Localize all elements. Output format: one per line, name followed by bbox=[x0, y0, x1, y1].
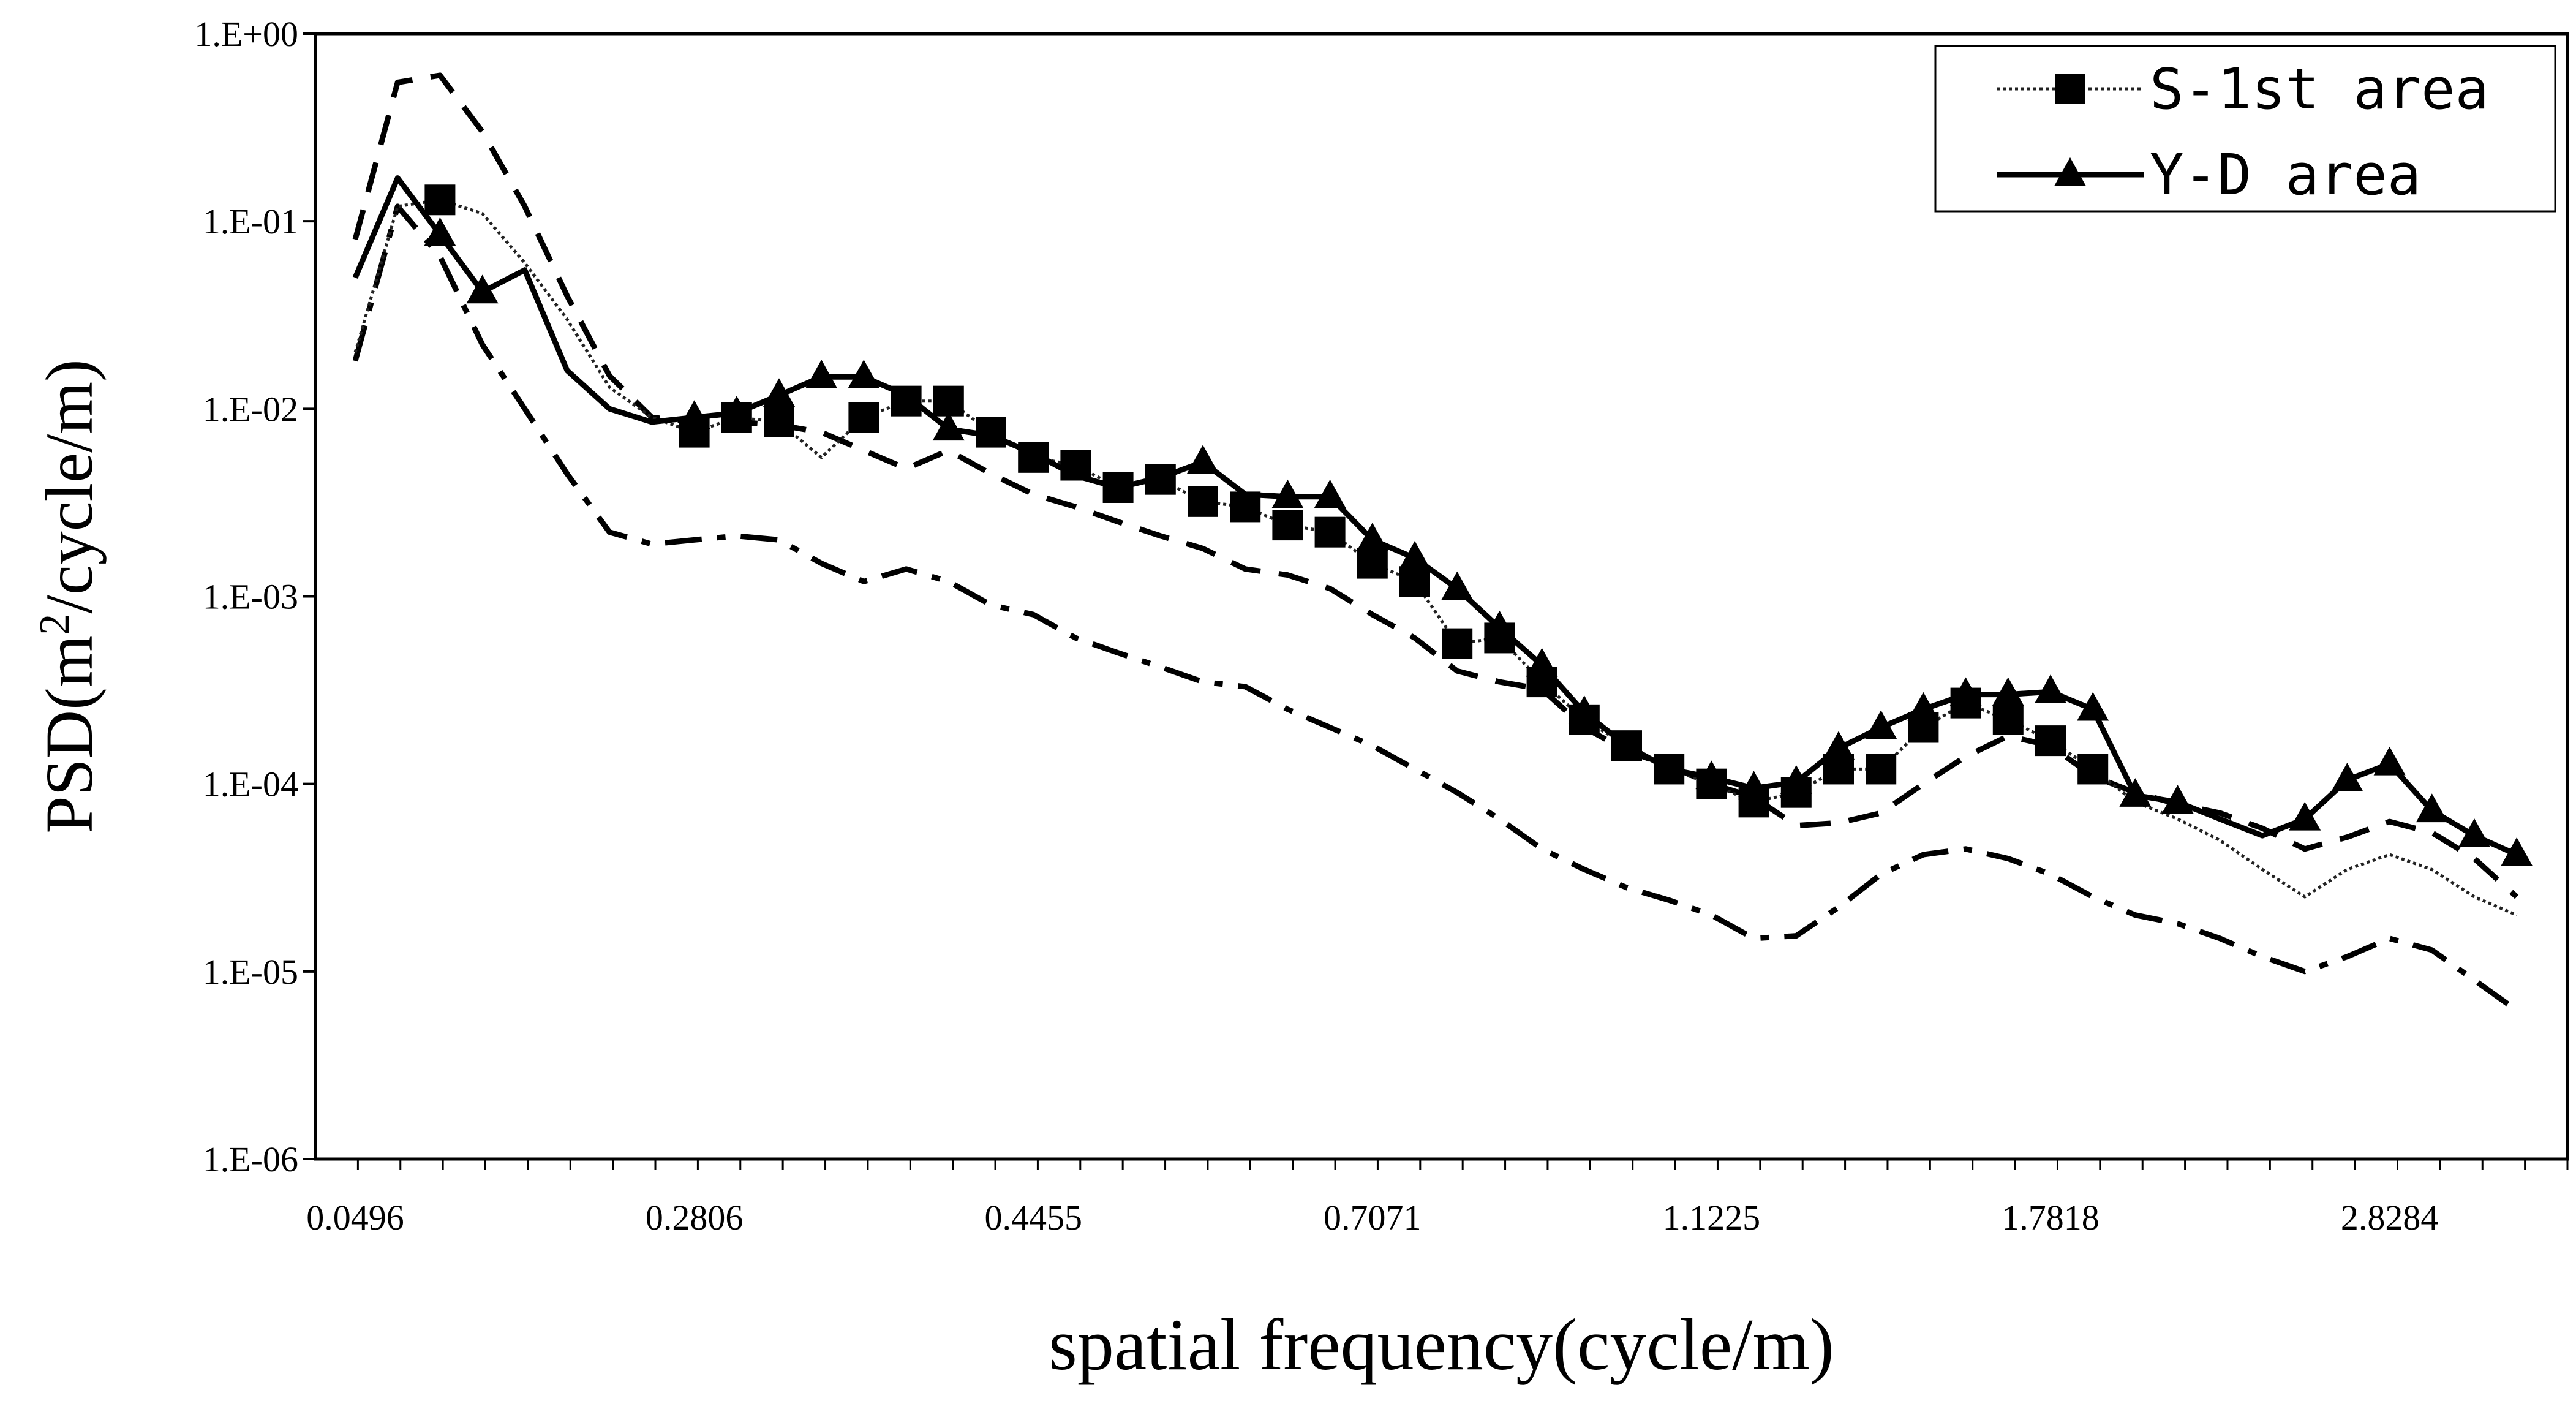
data-point bbox=[1441, 571, 1474, 600]
data-point bbox=[1483, 610, 1516, 640]
data-point bbox=[720, 396, 753, 425]
y-axis-title: PSD(m2/cycle/m) bbox=[31, 359, 107, 833]
y-axis-title-suffix: /cycle/m) bbox=[32, 359, 107, 613]
series-layer bbox=[352, 72, 2533, 1013]
data-point bbox=[2458, 818, 2490, 847]
data-point bbox=[1907, 692, 1940, 721]
legend-label: S-1st area bbox=[2150, 56, 2489, 122]
y-tick-label: 1.E-02 bbox=[203, 389, 298, 429]
data-point bbox=[848, 402, 879, 433]
y-tick-label: 1.E-04 bbox=[203, 765, 298, 804]
data-point bbox=[1188, 486, 1218, 517]
data-point bbox=[2331, 763, 2363, 791]
legend-marker bbox=[2054, 157, 2086, 186]
data-point bbox=[764, 406, 794, 437]
y-axis-title-sup: 2 bbox=[31, 614, 78, 635]
data-point bbox=[932, 412, 965, 441]
data-point bbox=[1738, 771, 1770, 800]
data-point bbox=[1865, 710, 1897, 739]
x-axis-title: spatial frequency(cycle/m) bbox=[1049, 1304, 1834, 1385]
data-point bbox=[2289, 801, 2321, 831]
data-point bbox=[1568, 695, 1600, 724]
x-tick-label: 0.0496 bbox=[306, 1198, 404, 1237]
y-tick-label: 1.E-03 bbox=[203, 577, 298, 617]
data-point bbox=[1992, 704, 2024, 735]
x-tick-label: 2.8284 bbox=[2341, 1198, 2439, 1237]
data-point bbox=[1314, 516, 1346, 548]
data-point bbox=[1272, 510, 1303, 541]
x-tick-label: 0.4455 bbox=[984, 1198, 1082, 1237]
data-point bbox=[2119, 778, 2152, 807]
x-tick-label: 0.2806 bbox=[646, 1198, 744, 1237]
data-point bbox=[1314, 479, 1346, 508]
data-point bbox=[2373, 746, 2406, 776]
data-point bbox=[1399, 540, 1431, 570]
series-line bbox=[352, 203, 2518, 1013]
series-line bbox=[352, 175, 2518, 858]
legend-box bbox=[1934, 45, 2556, 213]
x-tick-label: 1.7818 bbox=[2002, 1198, 2100, 1237]
data-point bbox=[1271, 479, 1304, 508]
data-point bbox=[848, 360, 880, 388]
data-point bbox=[1695, 760, 1728, 790]
data-point bbox=[1780, 765, 1812, 794]
x-tick-label: 0.7071 bbox=[1324, 1198, 1422, 1237]
y-tick-label: 1.E+00 bbox=[194, 14, 298, 54]
x-axis-ticks: 0.0496 0.2806 0.4455 0.7071 1.1225 1.7818 2.82… bbox=[306, 1159, 2569, 1237]
data-point bbox=[933, 385, 964, 417]
data-point bbox=[1526, 648, 1558, 677]
series-line bbox=[353, 198, 2518, 916]
x-tick-label: 1.1225 bbox=[1663, 1198, 1761, 1237]
data-point bbox=[1949, 677, 1982, 706]
legend: S-1st area Y-D area bbox=[1934, 45, 2556, 213]
data-point bbox=[2077, 754, 2109, 785]
legend-label: Y-D area bbox=[2150, 142, 2421, 208]
y-tick-label: 1.E-05 bbox=[203, 952, 298, 992]
data-point bbox=[1357, 548, 1388, 579]
data-point bbox=[2416, 793, 2448, 823]
data-point bbox=[424, 184, 456, 216]
y-tick-label: 1.E-01 bbox=[203, 202, 298, 241]
data-point bbox=[763, 378, 795, 407]
series-y-d-area bbox=[352, 175, 2533, 866]
data-point bbox=[424, 217, 456, 246]
y-axis-title-prefix: PSD(m bbox=[32, 635, 107, 834]
data-point bbox=[2161, 785, 2194, 814]
data-point bbox=[1356, 523, 1388, 552]
data-point bbox=[2035, 725, 2066, 757]
data-point bbox=[466, 274, 499, 304]
legend-marker bbox=[2055, 74, 2085, 104]
data-point bbox=[1187, 445, 1219, 474]
data-point bbox=[678, 400, 710, 429]
data-point bbox=[2501, 837, 2533, 866]
data-point bbox=[805, 360, 838, 388]
series-series-4 bbox=[352, 203, 2518, 1013]
data-point bbox=[1399, 566, 1430, 597]
y-axis-ticks: 1.E+00 1.E-01 1.E-02 1.E-03 1.E-04 1.E-05 1.E-… bbox=[194, 14, 315, 1179]
data-point bbox=[2035, 674, 2066, 703]
data-point bbox=[1992, 677, 2024, 706]
data-point bbox=[2077, 692, 2109, 721]
y-tick-label: 1.E-06 bbox=[203, 1139, 298, 1179]
data-point bbox=[1823, 731, 1855, 760]
data-point bbox=[1442, 628, 1473, 659]
data-point bbox=[1866, 754, 1897, 785]
